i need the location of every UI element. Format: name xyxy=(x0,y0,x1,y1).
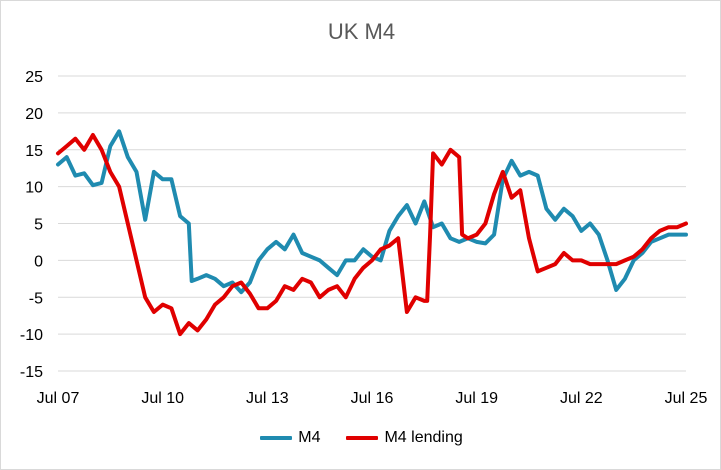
x-tick-label-jul-25: Jul 25 xyxy=(665,390,708,407)
gridlines xyxy=(58,75,686,372)
x-tick-label-jul-19: Jul 19 xyxy=(455,390,498,407)
legend-item-m4-lending: M4 lending xyxy=(346,429,463,447)
y-tick-label-20: 20 xyxy=(25,106,43,123)
series-line-m4-lending xyxy=(56,133,688,337)
legend-swatch-m4 xyxy=(260,436,293,440)
x-tick-label-jul-07: Jul 07 xyxy=(37,390,80,407)
series-lines xyxy=(56,129,688,337)
y-tick-label-5: 5 xyxy=(34,217,43,234)
y-tick-label-10: 10 xyxy=(25,180,43,197)
y-tick-label-0: 0 xyxy=(34,253,43,270)
y-tick-label-15: -15 xyxy=(20,364,43,381)
legend-label-m4: M4 xyxy=(298,429,321,446)
x-tick-label-jul-22: Jul 22 xyxy=(560,390,603,407)
series-line-m4 xyxy=(56,129,688,295)
y-tick-label-5: -5 xyxy=(29,290,43,307)
y-tick-label-15: 15 xyxy=(25,143,43,160)
legend-item-m4: M4 xyxy=(260,429,320,447)
y-tick-label-10: -10 xyxy=(20,327,43,344)
tick-labels: 25 20 15 10 5 0 -5 -10 -15 Jul 07 Jul 10 Jul 13 Jul … xyxy=(20,69,708,407)
x-tick-label-jul-13: Jul 13 xyxy=(246,390,289,407)
chart-title: UK M4 xyxy=(327,19,396,44)
x-tick-label-jul-10: Jul 10 xyxy=(141,390,184,407)
legend-label-m4-lending: M4 lending xyxy=(384,429,463,446)
y-tick-label-25: 25 xyxy=(25,69,43,86)
legend: M4 M4 lending xyxy=(1,429,720,447)
x-tick-label-jul-16: Jul 16 xyxy=(351,390,394,407)
legend-swatch-m4-lending xyxy=(346,436,379,440)
